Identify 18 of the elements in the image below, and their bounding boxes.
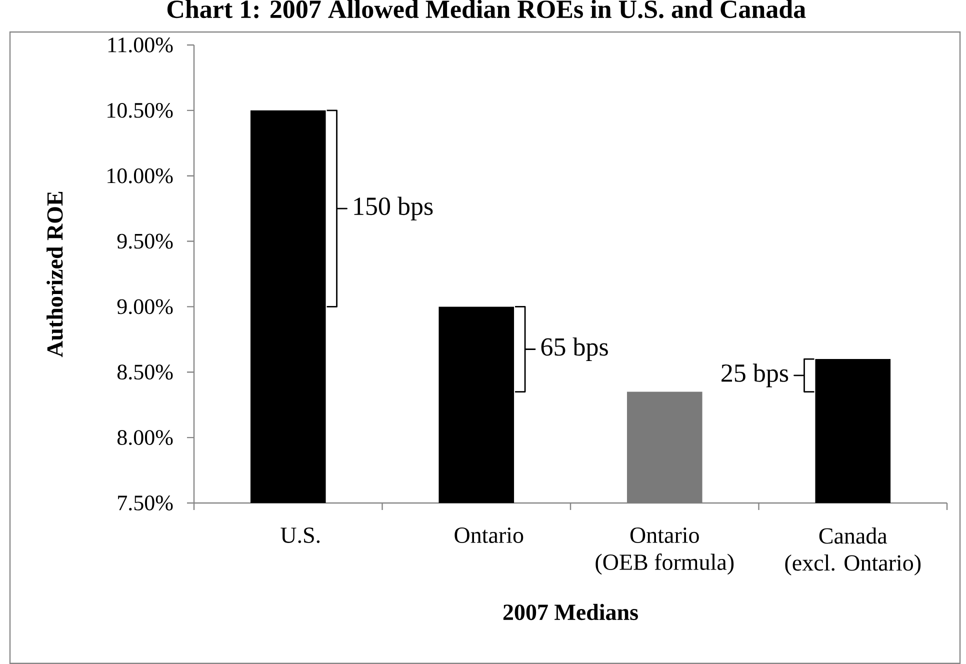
x-axis-title: 2007 Medians	[503, 604, 638, 620]
y-tick-label: 10.50%	[108, 102, 173, 118]
x-tick-label: Ontario (OEB formula)	[596, 528, 734, 575]
annotation: 25 bps	[722, 364, 788, 388]
y-tick-label: 11.00%	[108, 38, 173, 52]
x-tick-label: Ontario	[454, 528, 524, 543]
y-tick-label: 10.00%	[108, 168, 173, 184]
x-tick-label: Canada (excl. Ontario)	[785, 528, 921, 576]
y-tick-label: 7.50%	[118, 496, 173, 510]
annotation: 65 bps	[541, 337, 608, 362]
y-tick-label: 8.50%	[117, 364, 173, 380]
chart-title: Chart 1: 2007 Allowed Median ROEs in U.S. and Canada	[167, 0, 806, 18]
y-tick-label: 8.00%	[117, 430, 173, 446]
x-tick-label: U.S.	[280, 528, 320, 544]
y-axis-title: Authorized ROE	[46, 192, 63, 358]
y-tick-label: 9.00%	[117, 299, 173, 314]
annotation: 150 bps	[354, 196, 433, 220]
y-tick-label: 9.50%	[117, 234, 173, 249]
